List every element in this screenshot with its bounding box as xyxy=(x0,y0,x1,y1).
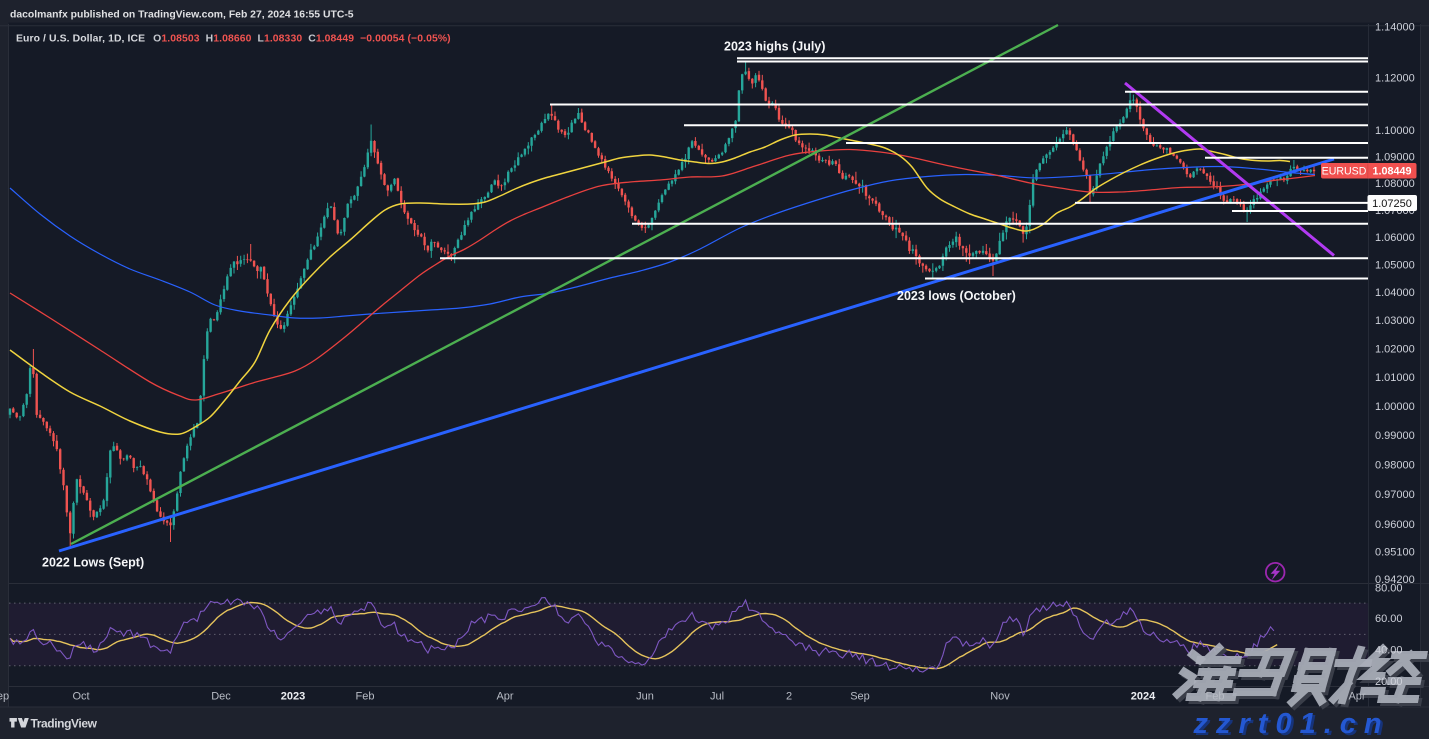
svg-text:Sep: Sep xyxy=(850,691,870,703)
svg-text:1.09000: 1.09000 xyxy=(1375,151,1415,163)
svg-text:1.14000: 1.14000 xyxy=(1375,21,1415,33)
svg-text:1.10000: 1.10000 xyxy=(1375,125,1415,137)
svg-text:dacolmanfx published on Tradin: dacolmanfx published on TradingView.com,… xyxy=(10,9,354,20)
svg-text:1.05000: 1.05000 xyxy=(1375,260,1415,272)
svg-text:0.98000: 0.98000 xyxy=(1375,459,1415,471)
svg-text:Oct: Oct xyxy=(72,691,89,703)
svg-text:0.94200: 0.94200 xyxy=(1375,574,1415,586)
svg-text:0.99000: 0.99000 xyxy=(1375,430,1415,442)
svg-text:1.08449: 1.08449 xyxy=(1372,165,1411,177)
svg-text:20.00: 20.00 xyxy=(1375,676,1403,688)
svg-text:1.08000: 1.08000 xyxy=(1375,178,1415,190)
svg-text:40.00: 40.00 xyxy=(1375,645,1403,657)
svg-text:Apr: Apr xyxy=(1348,691,1365,703)
svg-text:2023 lows (October): 2023 lows (October) xyxy=(897,289,1016,303)
svg-text:Apr: Apr xyxy=(496,691,513,703)
svg-text:zzrt01.cn: zzrt01.cn xyxy=(1195,710,1392,739)
svg-text:1.02000: 1.02000 xyxy=(1375,344,1415,356)
svg-text:Nov: Nov xyxy=(990,691,1010,703)
svg-text:2023 highs (July): 2023 highs (July) xyxy=(724,40,825,54)
svg-text:2023: 2023 xyxy=(281,691,305,703)
svg-text:ep: ep xyxy=(0,691,9,703)
svg-text:2022 Lows (Sept): 2022 Lows (Sept) xyxy=(42,556,144,570)
svg-text:1.04000: 1.04000 xyxy=(1375,287,1415,299)
svg-text:80.00: 80.00 xyxy=(1375,582,1403,594)
svg-text:1.06000: 1.06000 xyxy=(1375,232,1415,244)
svg-text:0.96000: 0.96000 xyxy=(1375,519,1415,531)
svg-text:1.03000: 1.03000 xyxy=(1375,315,1415,327)
svg-text:2024: 2024 xyxy=(1131,691,1156,703)
svg-text:1.07250: 1.07250 xyxy=(1372,198,1412,210)
svg-text:0.97000: 0.97000 xyxy=(1375,489,1415,501)
svg-text:2: 2 xyxy=(786,691,792,703)
svg-text:1.12000: 1.12000 xyxy=(1375,73,1415,85)
svg-text:Feb: Feb xyxy=(356,691,375,703)
svg-text:TradingView: TradingView xyxy=(31,717,98,731)
svg-text:Jul: Jul xyxy=(710,691,724,703)
svg-text:zzrt01.cn: zzrt01.cn xyxy=(1193,708,1390,739)
svg-text:Dec: Dec xyxy=(211,691,231,703)
svg-text:Jun: Jun xyxy=(636,691,654,703)
svg-text:1.00000: 1.00000 xyxy=(1375,401,1415,413)
svg-text:Feb: Feb xyxy=(1206,691,1225,703)
svg-text:60.00: 60.00 xyxy=(1375,613,1403,625)
svg-text:1.01000: 1.01000 xyxy=(1375,372,1415,384)
svg-text:EURUSD: EURUSD xyxy=(1322,165,1367,177)
svg-text:0.95100: 0.95100 xyxy=(1375,546,1415,558)
